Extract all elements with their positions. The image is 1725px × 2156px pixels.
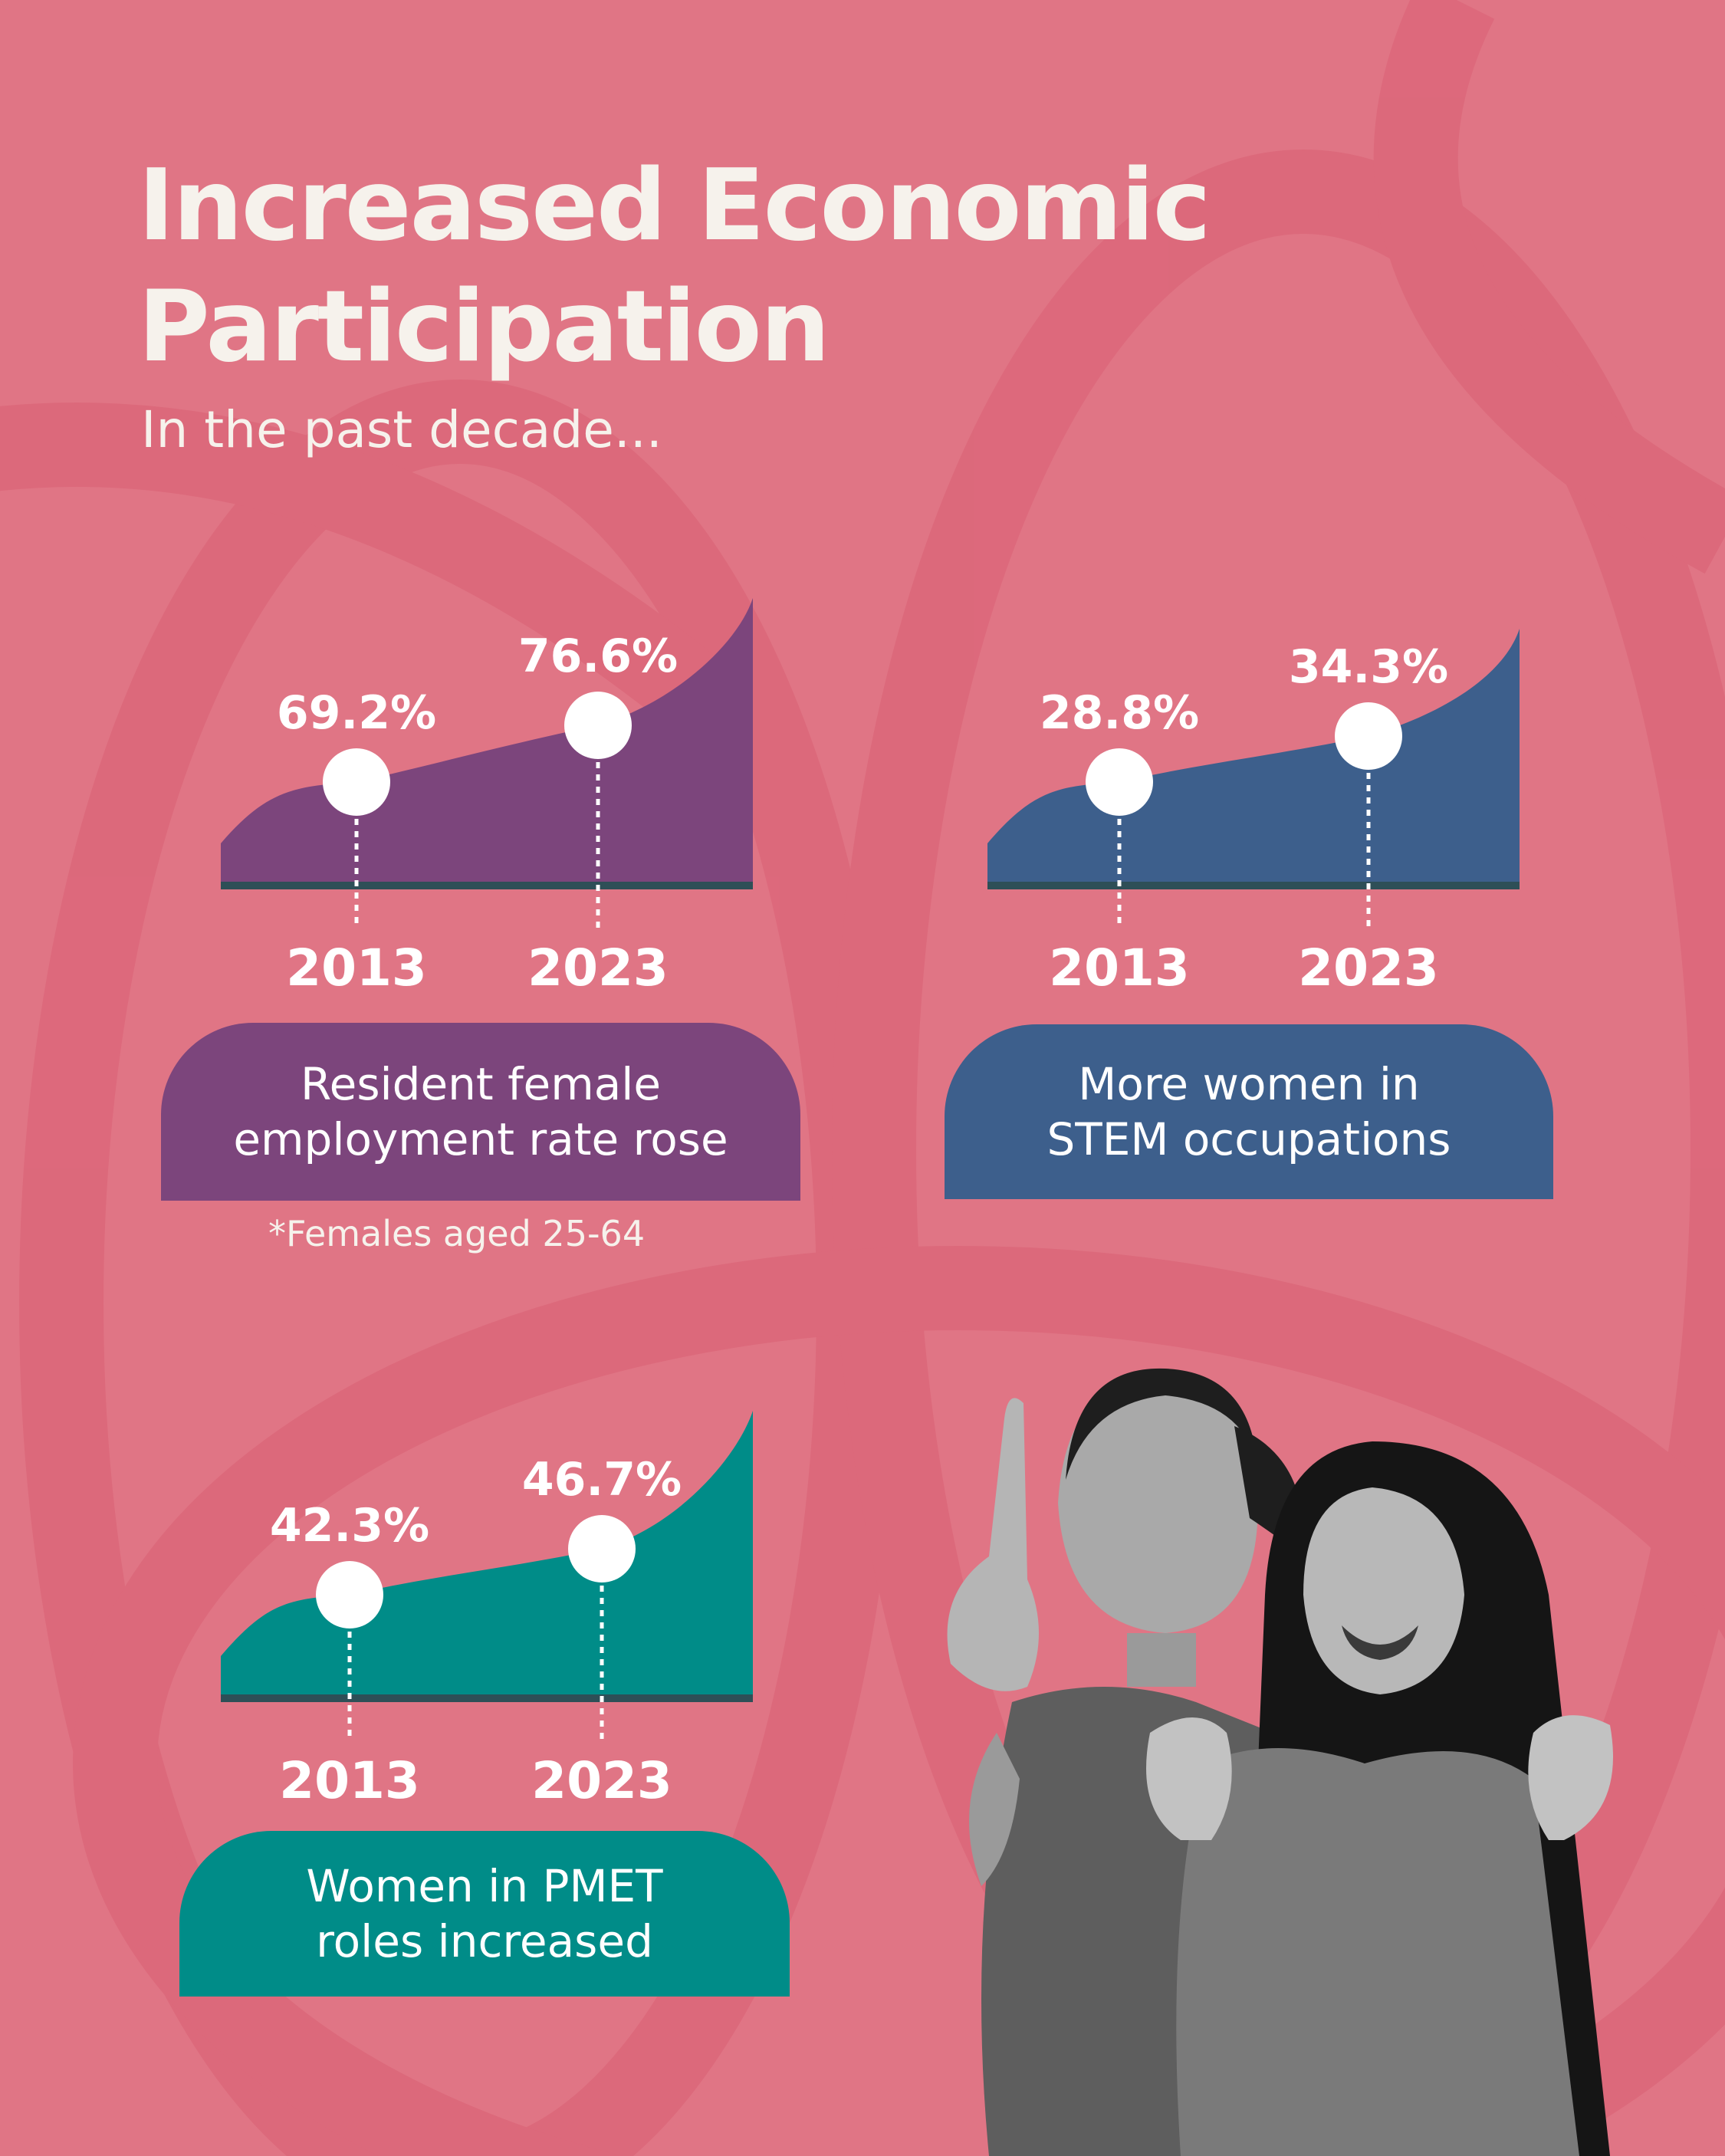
data-label-2023: 34.3% bbox=[1289, 640, 1448, 694]
point-2013 bbox=[316, 1561, 383, 1629]
woman-right bbox=[1146, 1441, 1613, 2156]
baseline bbox=[987, 882, 1520, 889]
x-label-2023: 2023 bbox=[527, 938, 669, 997]
data-label-2023: 76.6% bbox=[518, 629, 678, 683]
page-title: Increased Economic Participation bbox=[138, 149, 1211, 384]
x-label-2023: 2023 bbox=[531, 1751, 672, 1810]
page-subtitle: In the past decade... bbox=[141, 400, 662, 459]
stem-caption: More women in STEM occupations bbox=[945, 1024, 1553, 1199]
pmet-caption: Women in PMET roles increased bbox=[179, 1831, 790, 1997]
two-women-photo bbox=[947, 1368, 1613, 2156]
employment-rate-chart: 69.2% 76.6% 2013 2023 bbox=[221, 598, 753, 997]
footnote: *Females aged 25-64 bbox=[268, 1213, 646, 1254]
data-label-2013: 28.8% bbox=[1040, 686, 1199, 740]
baseline bbox=[221, 1694, 753, 1702]
data-label-2023: 46.7% bbox=[522, 1453, 682, 1507]
point-2023 bbox=[568, 1515, 636, 1582]
point-2023 bbox=[1335, 702, 1402, 770]
baseline bbox=[221, 882, 753, 889]
data-label-2013: 69.2% bbox=[277, 686, 436, 740]
point-2023 bbox=[564, 692, 632, 759]
x-label-2013: 2013 bbox=[279, 1751, 420, 1810]
x-label-2013: 2013 bbox=[286, 938, 427, 997]
data-label-2013: 42.3% bbox=[270, 1499, 429, 1553]
x-label-2013: 2013 bbox=[1049, 938, 1190, 997]
pmet-roles-chart: 42.3% 46.7% 2013 2023 bbox=[221, 1411, 753, 1810]
employment-rate-caption: Resident female employment rate rose bbox=[161, 1023, 800, 1201]
stem-occupations-chart: 28.8% 34.3% 2013 2023 bbox=[987, 629, 1520, 997]
area-shape bbox=[987, 629, 1520, 882]
point-2013 bbox=[323, 748, 390, 816]
point-2013 bbox=[1086, 748, 1153, 816]
x-label-2023: 2023 bbox=[1298, 938, 1439, 997]
